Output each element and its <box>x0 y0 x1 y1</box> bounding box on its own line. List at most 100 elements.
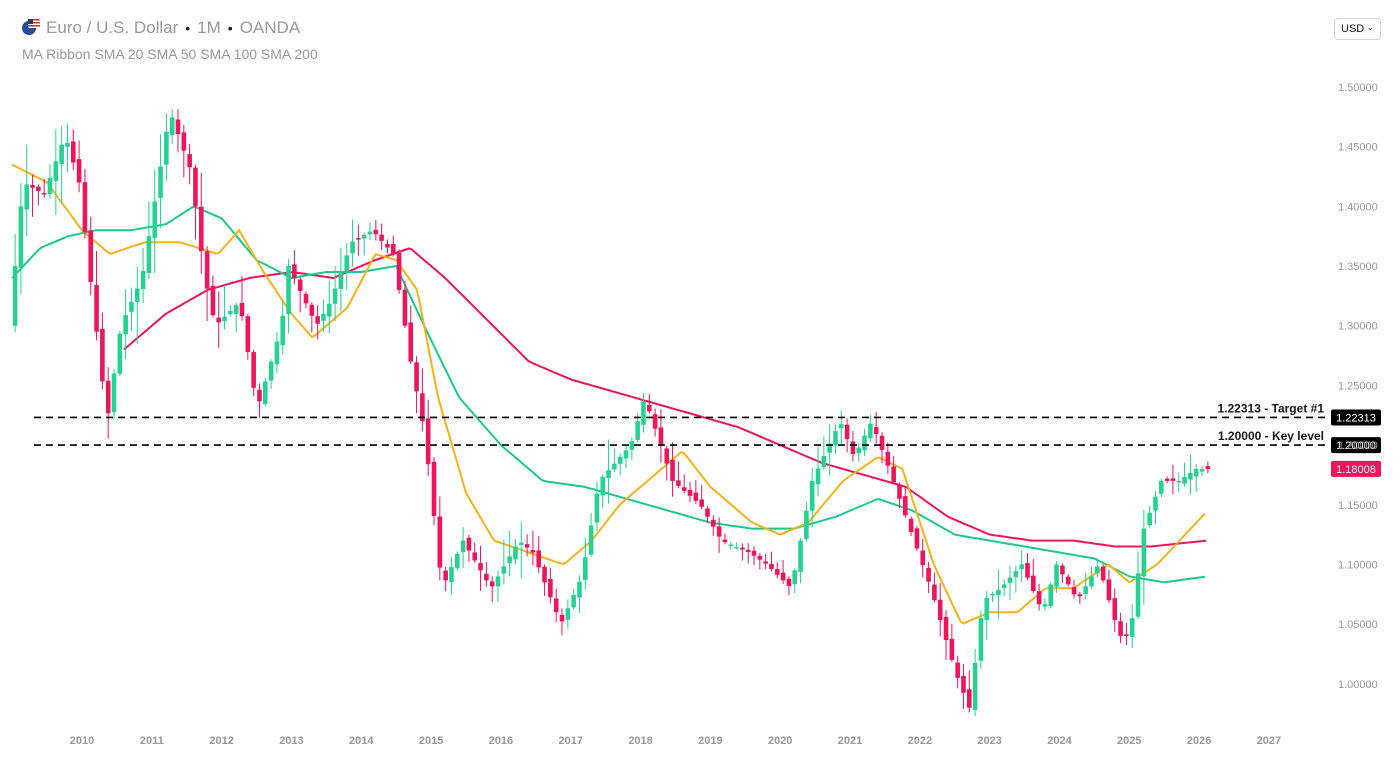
indicator-legend[interactable]: MA Ribbon SMA 20 SMA 50 SMA 100 SMA 200 <box>22 46 318 62</box>
candle-body <box>1106 579 1112 601</box>
candle-body <box>396 252 402 290</box>
x-tick-label: 2024 <box>1047 735 1072 747</box>
candle-body <box>821 456 827 468</box>
candle <box>955 655 960 689</box>
candle-body <box>210 285 216 316</box>
candle <box>1007 565 1013 601</box>
candle <box>105 367 111 439</box>
candle <box>1048 581 1054 609</box>
y-axis: 1.50000 1.45000 1.40000 1.35000 1.30000 1.250… <box>1338 82 1378 691</box>
candle <box>1106 569 1112 604</box>
candle-body <box>233 305 239 314</box>
candle <box>385 239 390 254</box>
currency-select[interactable]: USD ⌄ <box>1334 18 1381 40</box>
candle-body <box>676 480 681 486</box>
candle-body <box>681 487 687 491</box>
candle-body <box>972 662 978 710</box>
candle <box>1129 604 1135 648</box>
candle <box>932 572 937 603</box>
candle-body <box>198 206 204 252</box>
candle <box>390 235 396 257</box>
candle <box>920 539 926 578</box>
candle-body <box>449 567 454 583</box>
candle <box>705 506 710 524</box>
candle-body <box>513 546 518 560</box>
candle <box>1077 591 1083 605</box>
candle-body <box>164 131 169 165</box>
candle-body <box>245 316 251 352</box>
level-label: 1.22313 - Target #1 <box>1217 401 1324 415</box>
y-tick-label: 1.35000 <box>1338 261 1378 273</box>
candle-body <box>379 234 384 241</box>
candle-body <box>1205 466 1211 469</box>
candle-body <box>1170 478 1176 481</box>
candle <box>774 562 780 579</box>
candle-body <box>955 662 960 678</box>
candle-body <box>699 499 704 507</box>
y-tick-label: 1.25000 <box>1338 380 1378 392</box>
candle <box>1193 463 1199 493</box>
level-label: 1.20000 - Key level <box>1218 429 1324 443</box>
candle-body <box>489 581 495 587</box>
symbol-title[interactable]: Euro / U.S. Dollar • 1M • OANDA <box>22 18 318 38</box>
y-tick-label: 1.50000 <box>1338 82 1378 94</box>
candle <box>513 539 518 565</box>
candle-body <box>926 567 931 582</box>
candle-body <box>303 293 309 304</box>
candle-body <box>1054 564 1059 587</box>
candle <box>804 502 809 542</box>
price-tag-text: 1.20000 <box>1336 440 1376 452</box>
candle-body <box>1182 476 1187 484</box>
y-tick-label: 1.40000 <box>1338 201 1378 213</box>
x-tick-label: 2022 <box>908 735 932 747</box>
candle-body <box>105 380 111 414</box>
candle-body <box>257 389 262 402</box>
candle-body <box>897 484 902 499</box>
chart-header: Euro / U.S. Dollar • 1M • OANDA MA Ribbo… <box>22 18 318 62</box>
candle-body <box>344 255 350 273</box>
candle <box>1159 478 1164 498</box>
candle-body <box>728 544 734 547</box>
candle <box>152 170 158 273</box>
candle-body <box>140 271 146 289</box>
candle <box>303 291 309 309</box>
candle-body <box>1164 478 1170 481</box>
candle-body <box>123 315 128 335</box>
candle-body <box>978 618 984 661</box>
candle-body <box>373 229 379 235</box>
candle-body <box>804 510 809 539</box>
candle <box>495 570 501 603</box>
candle <box>129 287 134 332</box>
eur-usd-flag-icon <box>22 19 40 37</box>
candle-body <box>425 418 431 465</box>
candle-body <box>460 540 466 553</box>
candle-body <box>478 563 483 571</box>
candle <box>670 442 675 497</box>
candle <box>164 113 169 181</box>
candle-body <box>996 589 1001 596</box>
candle-body <box>833 431 838 446</box>
candle <box>460 527 466 569</box>
candle-body <box>734 547 739 549</box>
candle-body <box>862 435 867 451</box>
candle <box>524 534 530 557</box>
candle <box>344 242 350 291</box>
candle-body <box>158 166 163 199</box>
candle-body <box>228 310 233 315</box>
candle-body <box>646 404 652 412</box>
candle <box>507 530 512 577</box>
candle <box>710 515 716 536</box>
candle-body <box>1159 480 1164 494</box>
candle <box>734 542 739 550</box>
price-tag-bg <box>1331 437 1381 454</box>
candle <box>449 557 454 595</box>
candle-body <box>1048 584 1054 607</box>
symbol-name: Euro / U.S. Dollar <box>46 18 179 37</box>
candle-body <box>693 492 699 501</box>
candle-body <box>559 614 565 622</box>
candle-body <box>484 573 489 581</box>
candle-body <box>280 315 286 346</box>
candle <box>94 251 99 341</box>
candle-body <box>1089 576 1094 587</box>
